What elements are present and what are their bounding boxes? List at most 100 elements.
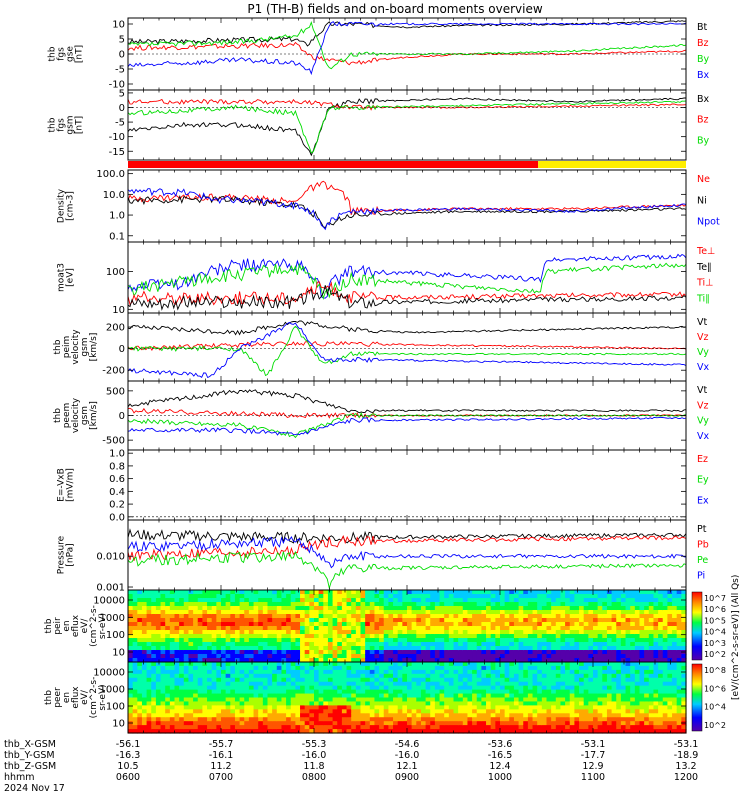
- heatmap-cell: [677, 590, 682, 595]
- heatmap-cell: [542, 626, 547, 631]
- heatmap-cell: [361, 606, 366, 611]
- heatmap-cell: [370, 622, 375, 627]
- heatmap-cell: [458, 670, 463, 675]
- heatmap-cell: [258, 598, 263, 603]
- heatmap-cell: [393, 709, 398, 714]
- heatmap-cell: [626, 602, 631, 607]
- heatmap-cell: [193, 678, 198, 683]
- heatmap-cell: [221, 638, 226, 643]
- heatmap-cell: [426, 674, 431, 679]
- heatmap-cell: [584, 713, 589, 718]
- heatmap-cell: [514, 614, 519, 619]
- heatmap-cell: [593, 717, 598, 722]
- heatmap-cell: [133, 717, 138, 722]
- heatmap-cell: [463, 705, 468, 710]
- heatmap-cell: [151, 618, 156, 623]
- heatmap-cell: [347, 638, 352, 643]
- heatmap-cell: [574, 713, 579, 718]
- heatmap-cell: [477, 698, 482, 703]
- heatmap-cell: [281, 725, 286, 730]
- heatmap-cell: [533, 634, 538, 639]
- heatmap-cell: [472, 642, 477, 647]
- heatmap-cell: [333, 646, 338, 651]
- heatmap-cell: [151, 725, 156, 730]
- heatmap-cell: [509, 721, 514, 726]
- heatmap-cell: [644, 618, 649, 623]
- heatmap-cell: [393, 622, 398, 627]
- heatmap-cell: [128, 654, 133, 659]
- heatmap-cell: [333, 682, 338, 687]
- heatmap-cell: [514, 602, 519, 607]
- heatmap-cell: [574, 721, 579, 726]
- heatmap-cell: [402, 598, 407, 603]
- heatmap-cell: [430, 642, 435, 647]
- heatmap-cell: [184, 721, 189, 726]
- heatmap-cell: [240, 602, 245, 607]
- heatmap-cell: [314, 602, 319, 607]
- heatmap-cell: [616, 709, 621, 714]
- heatmap-cell: [467, 654, 472, 659]
- heatmap-cell: [254, 626, 259, 631]
- heatmap-cell: [147, 650, 152, 655]
- heatmap-cell: [519, 630, 524, 635]
- heatmap-cell: [454, 709, 459, 714]
- mode-bar-segment: [128, 161, 538, 168]
- heatmap-cell: [542, 713, 547, 718]
- heatmap-cell: [574, 674, 579, 679]
- heatmap-cell: [467, 686, 472, 691]
- heatmap-cell: [356, 654, 361, 659]
- heatmap-cell: [328, 638, 333, 643]
- heatmap-cell: [454, 705, 459, 710]
- heatmap-cell: [612, 630, 617, 635]
- heatmap-cell: [533, 690, 538, 695]
- heatmap-cell: [640, 634, 645, 639]
- heatmap-cell: [551, 690, 556, 695]
- heatmap-cell: [421, 709, 426, 714]
- heatmap-cell: [486, 698, 491, 703]
- heatmap-cell: [268, 666, 273, 671]
- heatmap-cell: [268, 618, 273, 623]
- heatmap-cell: [175, 666, 180, 671]
- heatmap-cell: [584, 717, 589, 722]
- heatmap-cell: [667, 654, 672, 659]
- heatmap-cell: [574, 646, 579, 651]
- heatmap-cell: [533, 654, 538, 659]
- heatmap-cell: [500, 690, 505, 695]
- heatmap-cell: [626, 717, 631, 722]
- heatmap-cell: [551, 717, 556, 722]
- heatmap-cell: [370, 721, 375, 726]
- heatmap-cell: [254, 602, 259, 607]
- heatmap-cell: [602, 670, 607, 675]
- heatmap-cell: [472, 634, 477, 639]
- heatmap-cell: [612, 705, 617, 710]
- heatmap-cell: [226, 721, 231, 726]
- heatmap-cell: [626, 690, 631, 695]
- colorbar-tick-label: 10^4: [704, 628, 726, 637]
- heatmap-cell: [533, 626, 538, 631]
- heatmap-cell: [388, 674, 393, 679]
- heatmap-cell: [323, 642, 328, 647]
- heatmap-cell: [207, 626, 212, 631]
- heatmap-cell: [151, 606, 156, 611]
- heatmap-cell: [258, 705, 263, 710]
- heatmap-cell: [319, 646, 324, 651]
- heatmap-cell: [365, 594, 370, 599]
- heatmap-cell: [388, 622, 393, 627]
- heatmap-cell: [426, 626, 431, 631]
- heatmap-cell: [458, 698, 463, 703]
- heatmap-cell: [477, 678, 482, 683]
- heatmap-cell: [161, 610, 166, 615]
- heatmap-cell: [137, 598, 142, 603]
- heatmap-cell: [584, 646, 589, 651]
- heatmap-cell: [560, 646, 565, 651]
- heatmap-cell: [179, 634, 184, 639]
- heatmap-cell: [300, 598, 305, 603]
- heatmap-cell: [370, 686, 375, 691]
- heatmap-cell: [672, 626, 677, 631]
- heatmap-cell: [151, 678, 156, 683]
- heatmap-cell: [398, 725, 403, 730]
- heatmap-cell: [281, 674, 286, 679]
- heatmap-cell: [547, 666, 552, 671]
- heatmap-cell: [584, 630, 589, 635]
- heatmap-cell: [365, 717, 370, 722]
